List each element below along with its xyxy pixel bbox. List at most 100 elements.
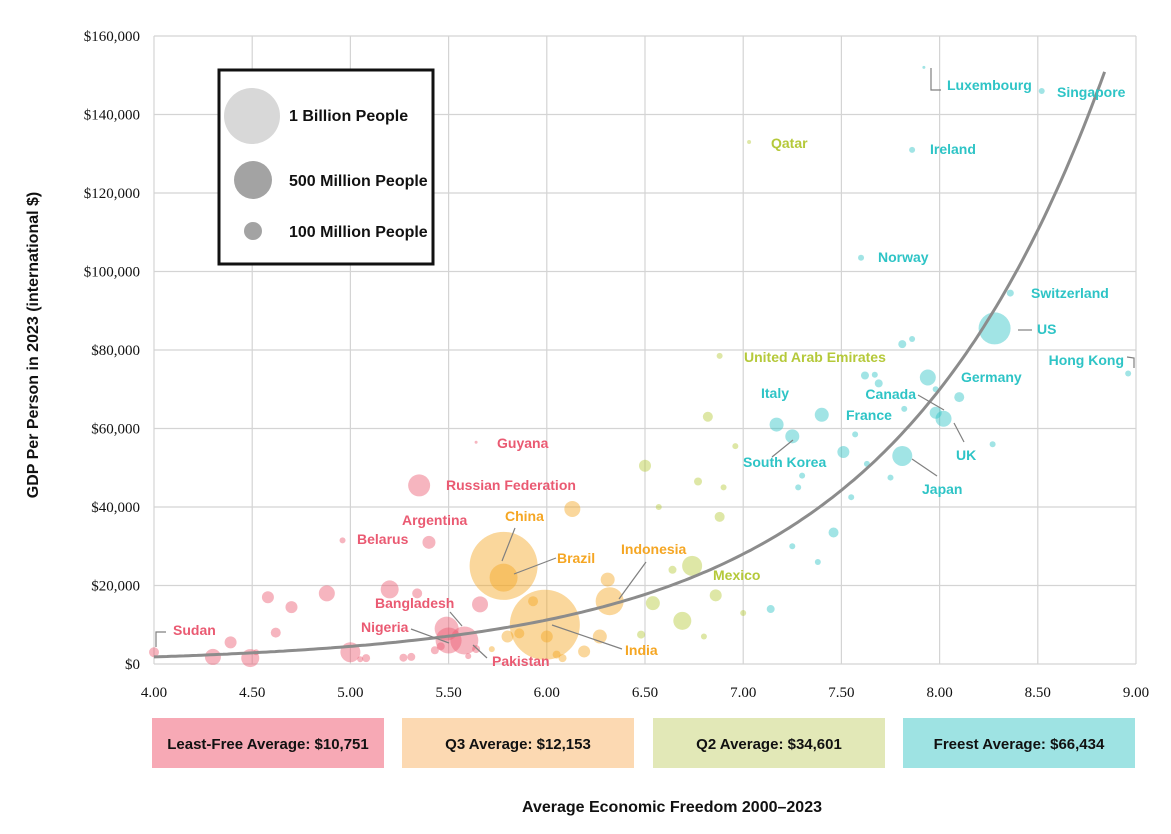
point-label: Hong Kong	[1049, 352, 1124, 368]
point-label: Qatar	[771, 135, 808, 151]
bubble	[514, 628, 525, 639]
bubble	[362, 654, 371, 663]
y-tick-label: $20,000	[91, 579, 140, 595]
x-tick-label: 5.50	[435, 685, 461, 701]
bubble	[766, 605, 775, 614]
bubble	[501, 630, 514, 643]
bubble	[716, 352, 723, 359]
leader-line	[953, 422, 965, 443]
bubble	[909, 146, 916, 153]
bubble	[339, 537, 346, 544]
bubble	[474, 440, 478, 444]
leader-line	[513, 557, 557, 575]
bubble	[1125, 370, 1132, 377]
y-tick-label: $80,000	[91, 343, 140, 359]
quartile-band	[152, 718, 384, 768]
leader-line	[1126, 356, 1135, 368]
bubble	[408, 474, 431, 497]
y-tick-label: $160,000	[84, 29, 140, 45]
point-label: Singapore	[1057, 84, 1126, 100]
y-tick-label: $100,000	[84, 265, 140, 281]
legend-bubble	[224, 88, 280, 144]
bubble	[922, 65, 926, 69]
bubble	[887, 474, 894, 481]
bubble	[709, 589, 722, 602]
bubble	[399, 653, 408, 662]
bubble	[270, 627, 281, 638]
bubble	[564, 500, 581, 517]
bubble	[747, 139, 752, 144]
point-label: Russian Federation	[446, 477, 576, 493]
point-label: Bangladesh	[375, 595, 454, 611]
quartile-band-label: Q3 Average: $12,153	[445, 736, 591, 753]
point-label: United Arab Emirates	[744, 349, 886, 365]
bubble	[472, 596, 489, 613]
bubble	[357, 656, 364, 663]
bubble	[412, 588, 423, 599]
bubble	[558, 654, 567, 663]
point-label: UK	[956, 447, 976, 463]
point-labels: Luxembourg Singapore Qatar Ireland Norway Swi…	[155, 68, 1135, 669]
legend-bubble	[244, 222, 262, 240]
bubble	[814, 558, 821, 565]
bubble	[954, 392, 965, 403]
point-label: Pakistan	[492, 653, 550, 669]
quartile-band-label: Freest Average: $66,434	[934, 736, 1105, 753]
point-label: Argentina	[402, 512, 468, 528]
bubble	[720, 484, 727, 491]
point-label: US	[1037, 321, 1056, 337]
leader-line	[155, 631, 166, 647]
point-label: Germany	[961, 369, 1022, 385]
bubble	[860, 371, 869, 380]
x-tick-label: 6.00	[534, 685, 560, 701]
point-label: Switzerland	[1031, 285, 1109, 301]
leader-line	[771, 439, 794, 458]
point-label: Japan	[922, 481, 962, 497]
bubble	[318, 585, 335, 602]
bubble	[430, 646, 439, 655]
y-tick-label: $140,000	[84, 108, 140, 124]
point-label: India	[625, 642, 658, 658]
bubble	[740, 609, 747, 616]
bubble	[528, 596, 539, 607]
bubble	[637, 630, 646, 639]
bubble	[285, 601, 298, 614]
x-tick-label: 7.50	[828, 685, 854, 701]
bubble	[714, 511, 725, 522]
bubble	[682, 555, 703, 576]
bubble	[488, 646, 495, 653]
bubble	[732, 443, 739, 450]
bubble	[1006, 289, 1014, 297]
bubble	[639, 459, 651, 472]
point-label: Canada	[865, 386, 916, 402]
size-legend: 1 Billion People 500 Million People 100 Mi…	[217, 68, 435, 266]
point-label: Norway	[878, 249, 929, 265]
bubble	[929, 406, 942, 419]
bubble	[858, 254, 865, 261]
quartile-band	[653, 718, 885, 768]
bubble	[989, 441, 996, 448]
point-label: Luxembourg	[947, 77, 1032, 93]
point-label: Sudan	[173, 622, 216, 638]
leader-line	[449, 611, 463, 627]
point-label: Belarus	[357, 531, 409, 547]
bubble	[935, 410, 952, 427]
bubble	[874, 379, 883, 388]
bubble	[668, 565, 677, 574]
bubble	[700, 633, 707, 640]
bubble	[600, 572, 615, 587]
x-tick-label: 4.50	[239, 685, 265, 701]
bubble	[465, 653, 472, 660]
point-label: Brazil	[557, 550, 595, 566]
bubble	[1038, 87, 1045, 94]
bubble	[909, 336, 916, 343]
bubble	[489, 563, 518, 592]
bubble	[694, 477, 703, 486]
bubble	[204, 648, 221, 665]
point-label: Indonesia	[621, 541, 687, 557]
quartile-band-label: Least-Free Average: $10,751	[167, 736, 369, 753]
bubble	[380, 580, 399, 599]
point-label: China	[505, 508, 544, 524]
point-label: France	[846, 407, 892, 423]
